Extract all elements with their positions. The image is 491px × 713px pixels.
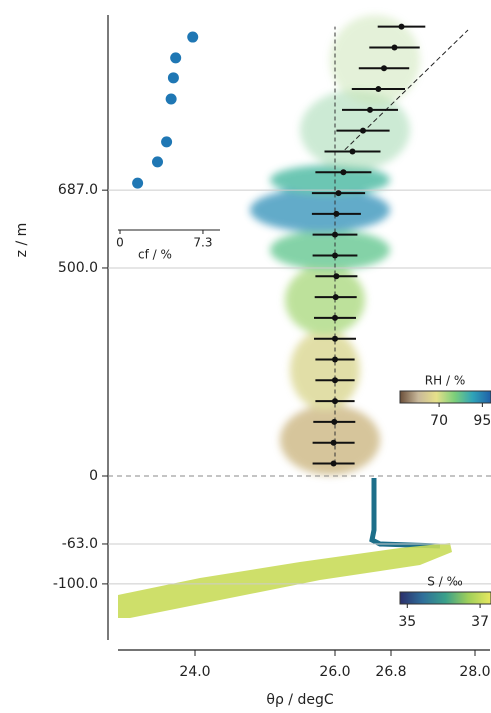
profile-point (332, 294, 339, 301)
y-tick-label: -100.0 (53, 576, 98, 592)
ocean-scatter-band (118, 543, 452, 618)
profile-point (375, 86, 382, 93)
colorbar-tick-label: 35 (398, 614, 416, 630)
colorbar-tick-label: 37 (471, 614, 489, 630)
profile-point (331, 418, 338, 425)
y-tick-label: -63.0 (62, 536, 98, 552)
cf-point (187, 31, 199, 43)
profile-point (333, 273, 340, 280)
profile-point (332, 377, 338, 384)
profile-point (332, 252, 338, 259)
cf-point (167, 72, 179, 84)
cf-axis-label: cf / % (138, 248, 172, 262)
profile-point (335, 190, 342, 197)
colorbar-label: RH / % (425, 374, 465, 388)
y-tick-label: 500.0 (58, 260, 98, 276)
profile-point (330, 439, 337, 446)
colorbar (399, 390, 491, 404)
profile-point (332, 231, 338, 238)
x-tick-label: 24.0 (179, 664, 210, 680)
cf-point (165, 93, 177, 105)
cf-point (132, 177, 144, 189)
colorbar-label: S / ‰ (427, 575, 462, 589)
ocean-profile-line (369, 478, 441, 549)
y-tick-label: 0 (89, 468, 98, 484)
profile-point (332, 356, 338, 363)
x-axis-label: θρ / degC (266, 692, 333, 708)
profile-point (332, 398, 338, 405)
profile-point (360, 127, 366, 134)
profile-point (332, 335, 338, 342)
profile-point (367, 106, 373, 113)
profile-point (398, 23, 405, 30)
profile-point (381, 65, 387, 72)
x-tick-label: 26.0 (319, 664, 350, 680)
profile-point (349, 148, 356, 155)
profile-point (333, 210, 340, 217)
profile-point (330, 460, 337, 467)
profile-point (340, 169, 347, 176)
cf-tick-label: 7.3 (193, 236, 212, 250)
cf-point (152, 156, 163, 168)
profile-point (332, 314, 338, 321)
x-tick-label: 28.0 (459, 664, 490, 680)
cf-point (170, 52, 182, 64)
profile-point (391, 44, 398, 51)
x-tick-label: 26.8 (375, 664, 406, 680)
cf-tick-label: 0 (116, 236, 124, 250)
y-axis-label: z / m (14, 223, 30, 258)
colorbar-tick-label: 95 (473, 413, 491, 429)
cf-point (161, 136, 173, 148)
y-tick-label: 687.0 (58, 182, 98, 198)
colorbar (399, 591, 491, 605)
colorbar-tick-label: 70 (430, 413, 448, 429)
